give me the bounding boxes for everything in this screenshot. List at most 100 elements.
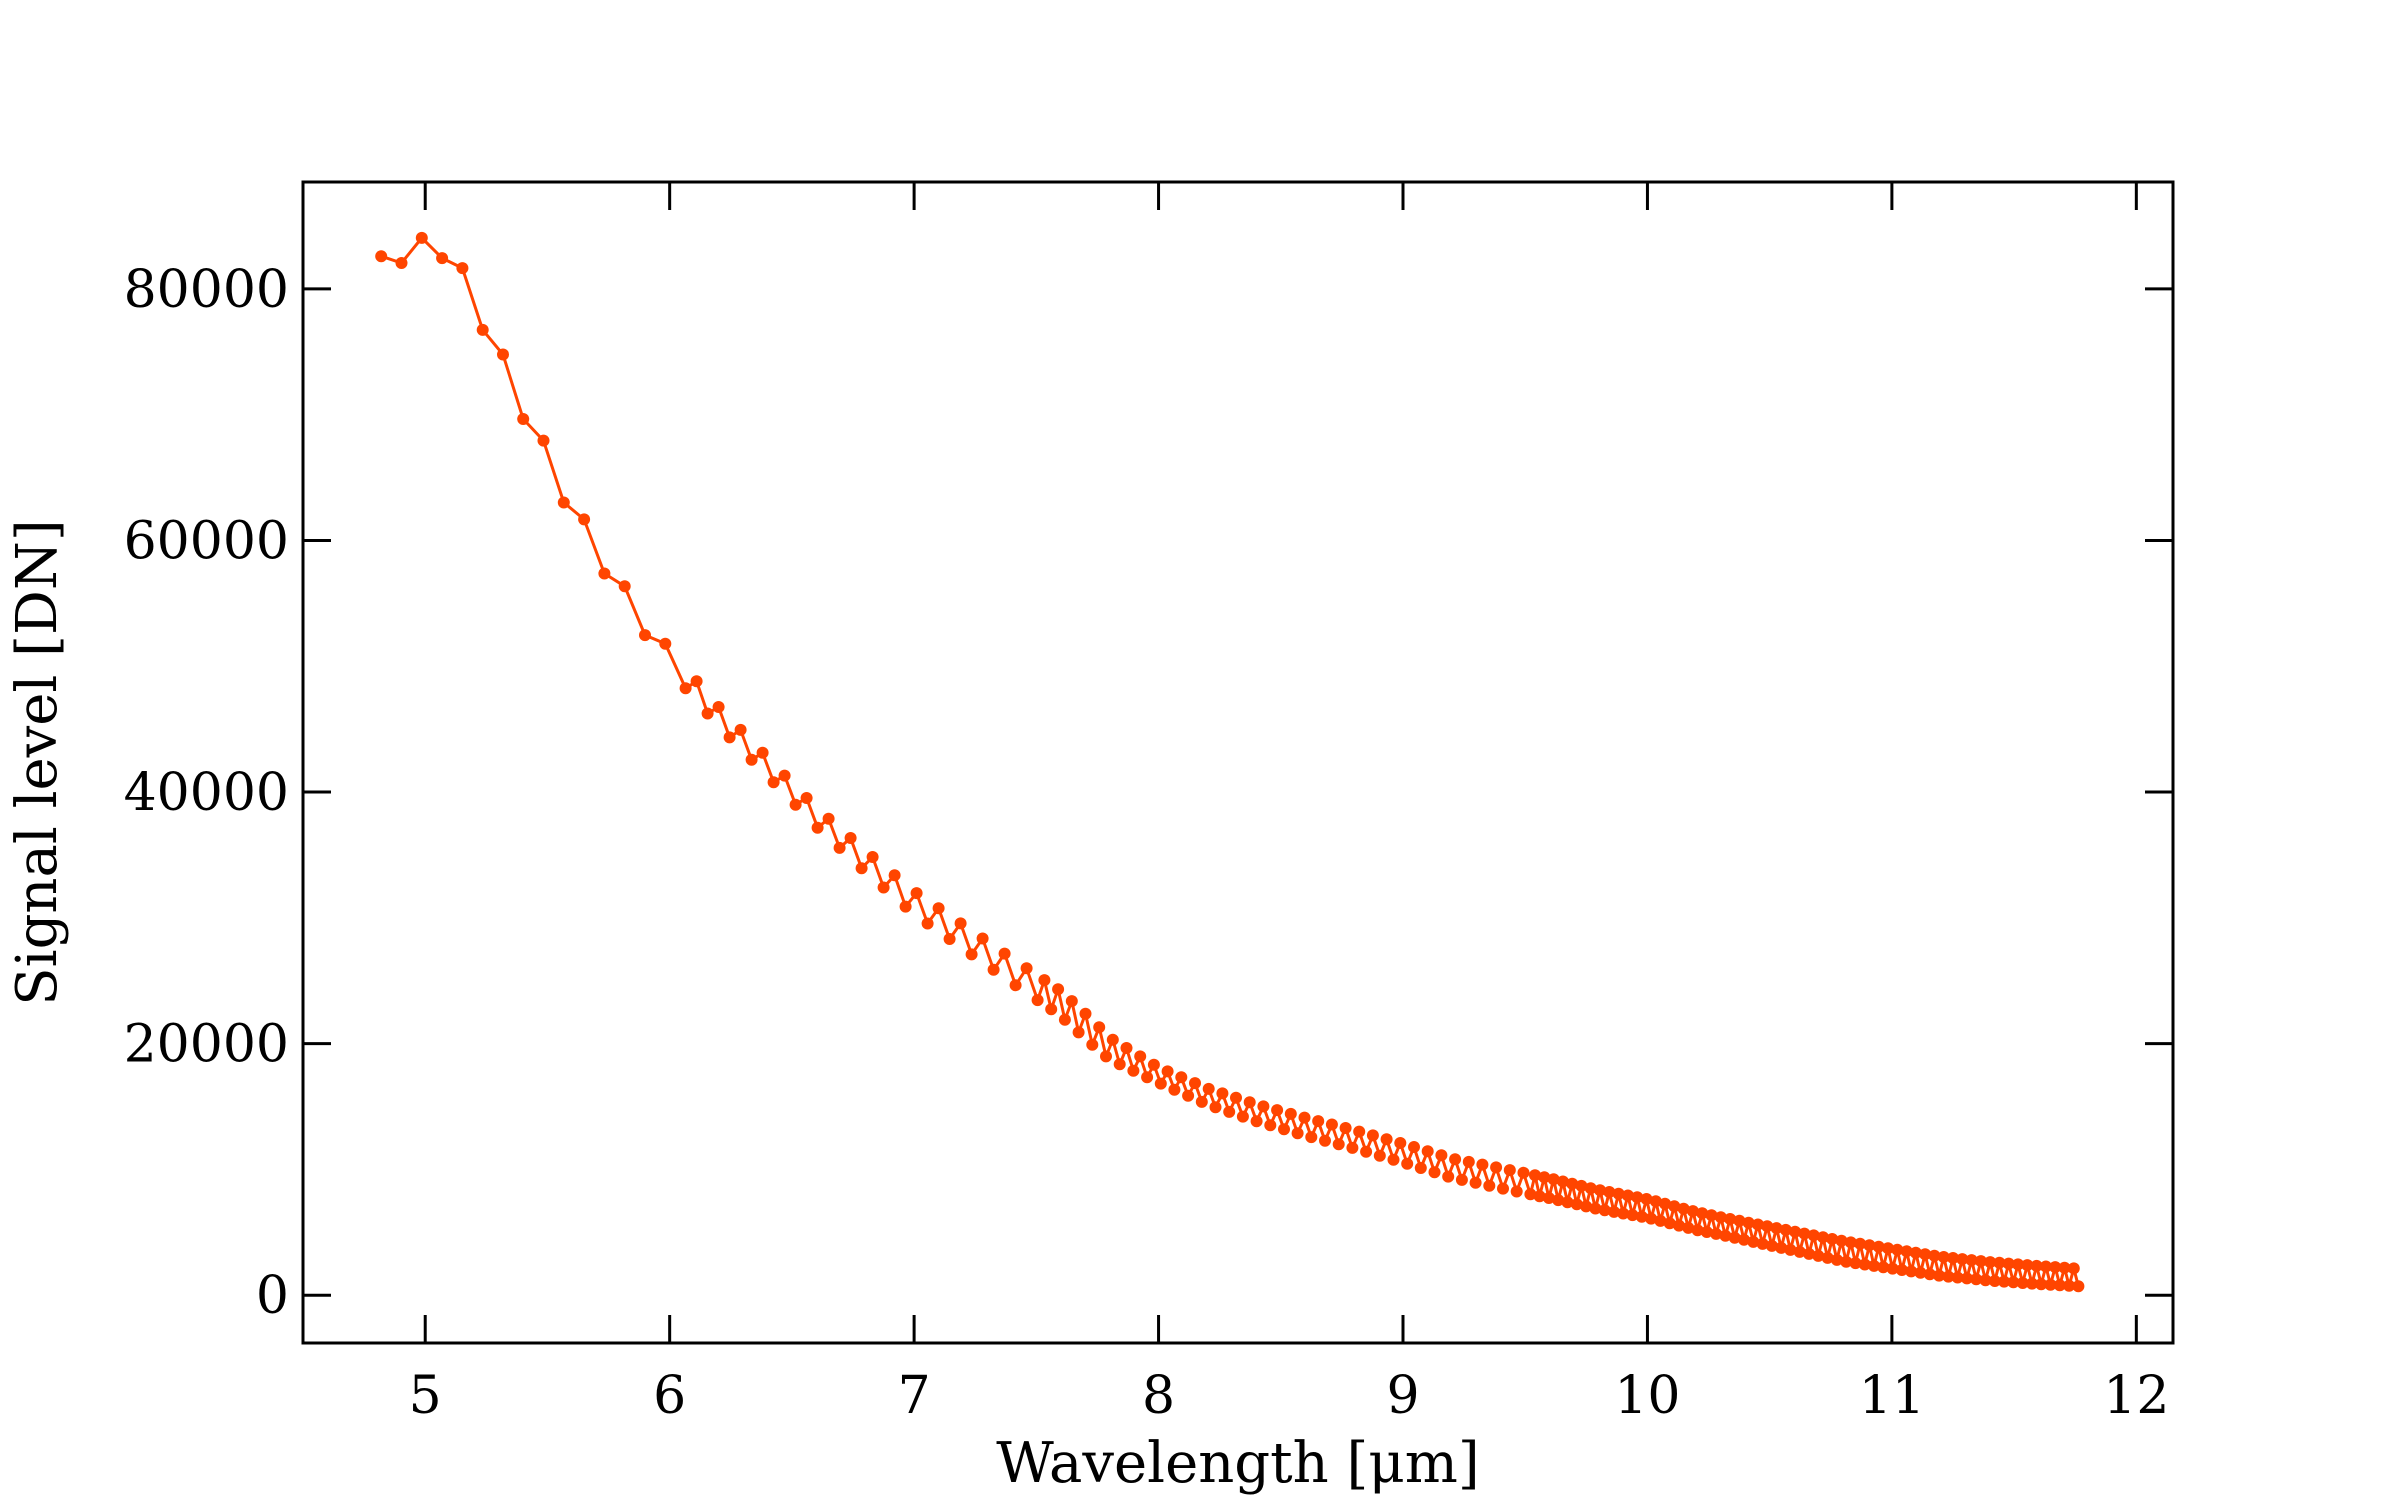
data-point (1428, 1166, 1441, 1179)
data-point (690, 675, 703, 688)
data-point (1058, 1013, 1071, 1026)
y-tick-label: 80000 (124, 260, 289, 320)
x-tick-label: 11 (1859, 1366, 1925, 1426)
data-point (1700, 1226, 1713, 1238)
data-point (1020, 962, 1033, 975)
data-point (1380, 1133, 1393, 1146)
data-point (618, 580, 631, 593)
data-point (1319, 1134, 1331, 1147)
y-tick-label: 0 (256, 1266, 289, 1326)
data-point (1134, 1050, 1147, 1063)
data-point (1942, 1270, 1955, 1283)
data-point (1552, 1194, 1565, 1207)
data-point (822, 812, 835, 825)
axis-ticks: 5 6 7 8 9 10 11 12 0 20000 40000 60000 80000 (124, 182, 2173, 1426)
data-point (1127, 1064, 1140, 1077)
data-point (1998, 1275, 2011, 1288)
data-point (1570, 1198, 1583, 1211)
data-point (1710, 1227, 1723, 1240)
data-point (1937, 1251, 1950, 1263)
data-point (1236, 1110, 1249, 1123)
data-point (756, 746, 769, 759)
data-point (1510, 1185, 1523, 1198)
data-point (1617, 1207, 1630, 1220)
data-point (1970, 1273, 1983, 1286)
x-tick-label: 10 (1614, 1366, 1680, 1426)
data-point (1733, 1214, 1746, 1227)
data-point (1947, 1252, 1959, 1264)
data-point (1751, 1218, 1764, 1231)
data-point (1038, 974, 1051, 987)
data-point (1798, 1227, 1811, 1240)
data-point (1673, 1219, 1685, 1232)
data-point (1556, 1175, 1569, 1188)
data-point (1677, 1202, 1690, 1215)
data-point (1812, 1249, 1825, 1262)
data-point (844, 832, 857, 844)
data-point (778, 769, 791, 782)
data-point (2012, 1258, 2024, 1271)
data-point (1100, 1050, 1112, 1063)
data-point (1291, 1127, 1304, 1140)
x-axis-label: Wavelength [μm] (996, 1431, 1479, 1496)
data-point (899, 900, 912, 913)
data-point (1312, 1115, 1325, 1128)
data-point (1469, 1176, 1482, 1189)
data-point (1928, 1249, 1941, 1262)
data-point (1298, 1111, 1311, 1124)
data-point (1462, 1155, 1475, 1168)
data-point (1923, 1268, 1936, 1281)
data-point (1366, 1129, 1379, 1142)
data-point (1476, 1158, 1489, 1171)
data-point (436, 252, 449, 265)
data-point (1250, 1115, 1263, 1128)
data-point (1031, 994, 1044, 1007)
y-tick-label: 20000 (124, 1015, 289, 1075)
x-tick-label: 5 (409, 1366, 442, 1426)
data-point (1635, 1210, 1648, 1223)
data-point (1086, 1038, 1099, 1051)
data-point (833, 841, 846, 854)
data-point (1719, 1229, 1732, 1242)
data-point (1891, 1243, 1904, 1256)
axes-frame (301, 180, 2175, 1345)
data-point (1621, 1189, 1634, 1202)
data-point (1598, 1204, 1611, 1217)
data-point (1045, 1003, 1058, 1016)
data-point (943, 933, 956, 945)
data-point (2026, 1277, 2038, 1290)
data-point (1161, 1065, 1174, 1078)
data-point (557, 496, 570, 509)
data-point (1271, 1104, 1284, 1117)
data-point (639, 629, 651, 642)
data-point (1547, 1173, 1560, 1186)
data-point (1009, 979, 1022, 992)
data-point (1793, 1245, 1806, 1258)
data-point (1584, 1182, 1597, 1195)
data-point (932, 902, 945, 915)
data-point (1608, 1205, 1620, 1218)
data-point (1209, 1101, 1222, 1114)
x-tick-label: 12 (2103, 1366, 2169, 1426)
data-point (1284, 1107, 1297, 1120)
data-point (1339, 1122, 1352, 1134)
data-point (1168, 1083, 1181, 1096)
data-point (1394, 1137, 1407, 1149)
data-point (965, 948, 978, 961)
data-point (1497, 1182, 1509, 1195)
data-point (877, 881, 890, 894)
data-point (1503, 1164, 1516, 1177)
data-point (2035, 1278, 2048, 1291)
data-point (1189, 1077, 1201, 1090)
data-point (1696, 1207, 1709, 1220)
data-point (1724, 1213, 1737, 1225)
data-point (1868, 1259, 1880, 1272)
data-point (2039, 1260, 2052, 1273)
data-point (1387, 1153, 1400, 1166)
data-point (2049, 1261, 2062, 1274)
y-tick-label: 40000 (124, 763, 289, 823)
data-point (1965, 1254, 1978, 1267)
data-point (1803, 1247, 1815, 1260)
data-point (1835, 1234, 1848, 1247)
data-point (1840, 1255, 1853, 1268)
